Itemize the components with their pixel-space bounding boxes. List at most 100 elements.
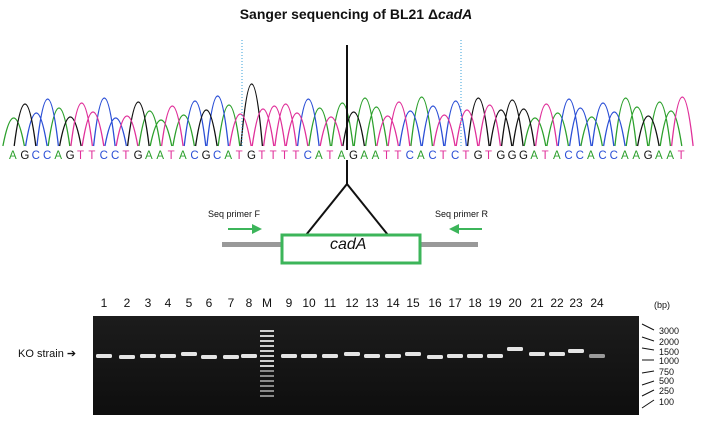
ladder-band (260, 345, 274, 347)
lane-label: 10 (302, 296, 316, 310)
base-letter: C (598, 150, 607, 162)
base-letter: G (201, 150, 211, 162)
base-letter: A (145, 150, 153, 162)
base-letter: A (371, 150, 380, 162)
ladder-band (260, 380, 274, 382)
primer-f-arrowhead (252, 224, 262, 234)
ladder-band (260, 335, 274, 337)
gene-label: cadA (330, 236, 367, 253)
gel-band (529, 352, 545, 356)
lane-label: 3 (144, 296, 152, 310)
ladder-band (260, 370, 274, 372)
cada-box (280, 233, 422, 265)
gel-band (467, 354, 483, 358)
trace-a (2, 96, 683, 147)
title-gene: cadA (438, 6, 473, 22)
base-letter: T (326, 150, 334, 162)
base-letter: T (462, 150, 470, 162)
ladder-size-label: 500 (659, 376, 675, 386)
primer-f-label: Seq primer F (208, 209, 261, 219)
base-letter: C (451, 150, 460, 162)
gel-band (568, 349, 584, 353)
base-letter: A (632, 150, 640, 162)
gel-band (119, 355, 135, 359)
ladder-tick (641, 389, 655, 397)
gel-background (93, 316, 639, 415)
base-letter: C (405, 150, 414, 162)
lane-label: 19 (488, 296, 502, 310)
base-letter: T (77, 150, 85, 162)
ladder-tick (641, 347, 655, 351)
ladder-band (260, 340, 274, 342)
base-letter: G (247, 150, 256, 162)
base-letter: A (156, 150, 164, 162)
lane-label: 14 (386, 296, 400, 310)
base-letter: C (303, 150, 312, 162)
base-letter: C (575, 150, 584, 162)
gel-band (589, 354, 605, 358)
base-letter: G (65, 150, 75, 162)
gel-band (281, 354, 297, 358)
base-letter: A (655, 150, 663, 162)
lane-label: 9 (285, 296, 293, 310)
base-letter: A (553, 150, 561, 162)
ladder-tick (641, 323, 655, 331)
ladder-tick (641, 336, 655, 342)
base-letter: C (609, 150, 618, 162)
gel-band (322, 354, 338, 358)
lane-label: 11 (323, 296, 337, 310)
base-letter: T (541, 150, 549, 162)
lane-label: 20 (508, 296, 522, 310)
lane-label: 22 (550, 296, 564, 310)
ladder-tick (641, 370, 655, 374)
gel-band (487, 354, 503, 358)
base-letter: T (88, 150, 96, 162)
gel-band (201, 355, 217, 359)
base-letter: A (9, 150, 17, 162)
base-letter: A (337, 150, 346, 162)
base-letter: C (99, 150, 108, 162)
base-letter: A (621, 150, 629, 162)
base-letter: C (43, 150, 52, 162)
figure-title: Sanger sequencing of BL21 ΔcadA (0, 6, 712, 22)
base-letter: T (167, 150, 175, 162)
base-letter: G (473, 150, 483, 162)
title-prefix: Sanger sequencing of BL21 Δ (239, 6, 439, 22)
base-letter: A (530, 150, 538, 162)
lane-label: 2 (123, 296, 131, 310)
ladder-size-label: 100 (659, 397, 675, 407)
gel-band (507, 347, 523, 351)
base-letter: C (190, 150, 199, 162)
ladder-size-label: 1000 (659, 356, 680, 366)
primer-r-arrowhead (449, 224, 459, 234)
lane-label: 15 (406, 296, 420, 310)
base-letter: A (417, 150, 425, 162)
gel-band (140, 354, 156, 358)
gel-band (160, 354, 176, 358)
gel-band (344, 352, 360, 356)
base-letter: A (54, 150, 62, 162)
base-letter: A (666, 150, 674, 162)
base-letter: A (315, 150, 323, 162)
ladder-size-label: 2000 (659, 337, 680, 347)
lane-label: 23 (569, 296, 583, 310)
base-letter: C (111, 150, 120, 162)
gel-band (223, 355, 239, 359)
lane-label: 24 (590, 296, 604, 310)
gel-band (301, 354, 317, 358)
bp-unit-label: (bp) (654, 300, 671, 310)
lane-label: 6 (205, 296, 213, 310)
ladder-size-label: 1500 (659, 347, 680, 357)
base-letter: C (31, 150, 40, 162)
ladder-band (260, 385, 274, 387)
lane-label: 1 (100, 296, 108, 310)
gel-band (181, 352, 197, 356)
gel-band (549, 352, 565, 356)
ladder-band (260, 355, 274, 357)
base-letter: T (439, 150, 447, 162)
base-letter: T (281, 150, 289, 162)
ladder-band (260, 330, 274, 332)
insertion-right-arm (346, 183, 389, 236)
